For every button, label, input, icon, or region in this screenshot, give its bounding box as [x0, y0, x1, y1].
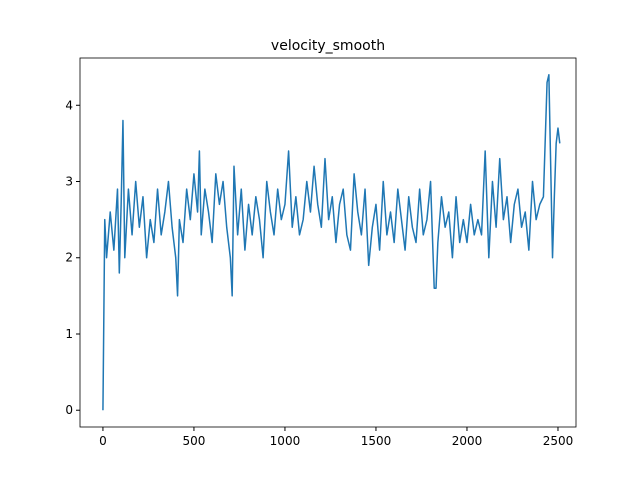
x-tick-label: 0	[99, 434, 107, 448]
x-tick-label: 2500	[543, 434, 574, 448]
x-tick-label: 500	[182, 434, 205, 448]
x-tick-label: 1000	[270, 434, 301, 448]
chart-title: velocity_smooth	[271, 38, 385, 54]
y-tick-label: 3	[65, 175, 73, 189]
y-tick-label: 1	[65, 327, 73, 341]
y-tick-label: 4	[65, 98, 73, 112]
x-tick-label: 1500	[361, 434, 392, 448]
y-tick-label: 0	[65, 403, 73, 417]
y-tick-label: 2	[65, 251, 73, 265]
x-tick-label: 2000	[452, 434, 483, 448]
data-line	[102, 74, 561, 411]
axes-frame	[79, 57, 577, 428]
